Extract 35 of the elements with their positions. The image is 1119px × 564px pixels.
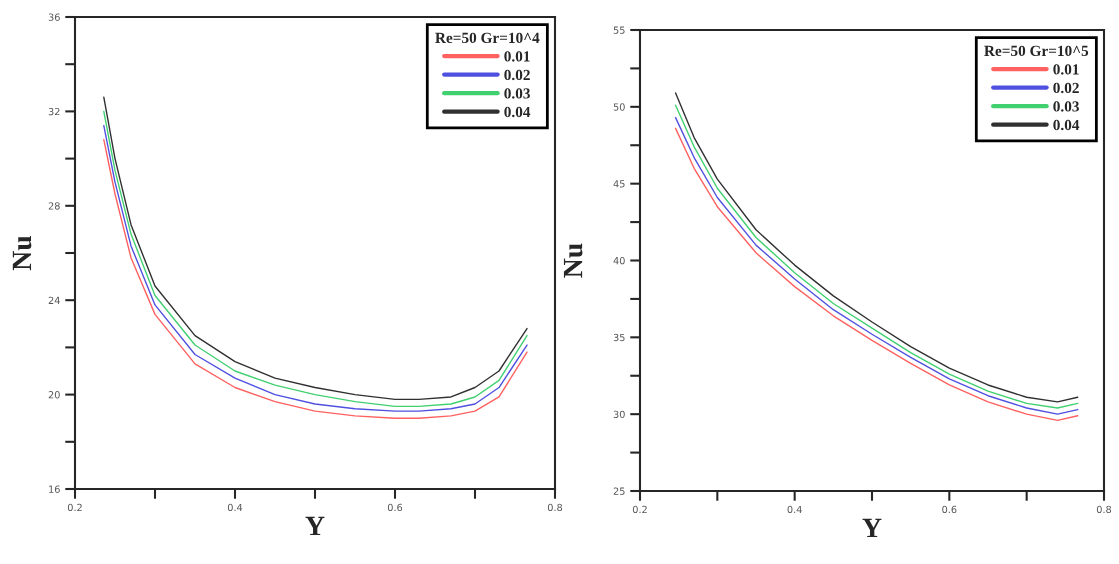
- x-tick-label: 0.6: [942, 505, 957, 514]
- legend-label: 0.04: [504, 106, 531, 118]
- y-tick-label: 20: [48, 391, 60, 399]
- legend-label: 0.02: [1053, 82, 1079, 94]
- y-tick-label: 32: [48, 107, 60, 116]
- legend-label: 0.01: [504, 51, 530, 62]
- y-axis-title: Nu: [563, 243, 583, 278]
- legend-label: 0.02: [504, 69, 530, 81]
- y-tick-label: 40: [613, 256, 625, 265]
- y-tick-label: 50: [613, 103, 625, 111]
- legend-label: 0.03: [1053, 101, 1079, 112]
- y-tick-label: 55: [613, 26, 625, 34]
- x-tick-label: 0.6: [387, 503, 403, 512]
- y-tick-label: 24: [48, 296, 60, 304]
- x-tick-label: 0.4: [227, 503, 243, 512]
- x-tick-label: 0.2: [632, 505, 647, 514]
- x-axis-title: Y: [862, 518, 882, 538]
- x-tick-label: 0.4: [787, 505, 802, 514]
- y-tick-label: 25: [613, 487, 625, 495]
- legend-label: 0.04: [1053, 119, 1080, 131]
- legend-label: 0.01: [1053, 64, 1079, 75]
- y-tick-label: 35: [613, 333, 625, 342]
- legend-label: 0.03: [504, 88, 530, 99]
- y-tick-label: 30: [613, 410, 625, 418]
- y-tick-label: 28: [48, 202, 60, 210]
- x-tick-label: 0.8: [547, 503, 563, 512]
- y-tick-label: 36: [48, 13, 60, 21]
- x-axis-title: Y: [305, 516, 325, 536]
- y-axis-title: Nu: [12, 235, 32, 271]
- y-tick-label: 45: [613, 180, 625, 188]
- legend-title: Re=50 Gr=10^5: [984, 45, 1089, 57]
- y-tick-label: 16: [49, 485, 60, 493]
- legend-title: Re=50 Gr=10^4: [435, 32, 540, 44]
- x-tick-label: 0.2: [67, 503, 82, 512]
- x-tick-label: 0.8: [1096, 505, 1112, 514]
